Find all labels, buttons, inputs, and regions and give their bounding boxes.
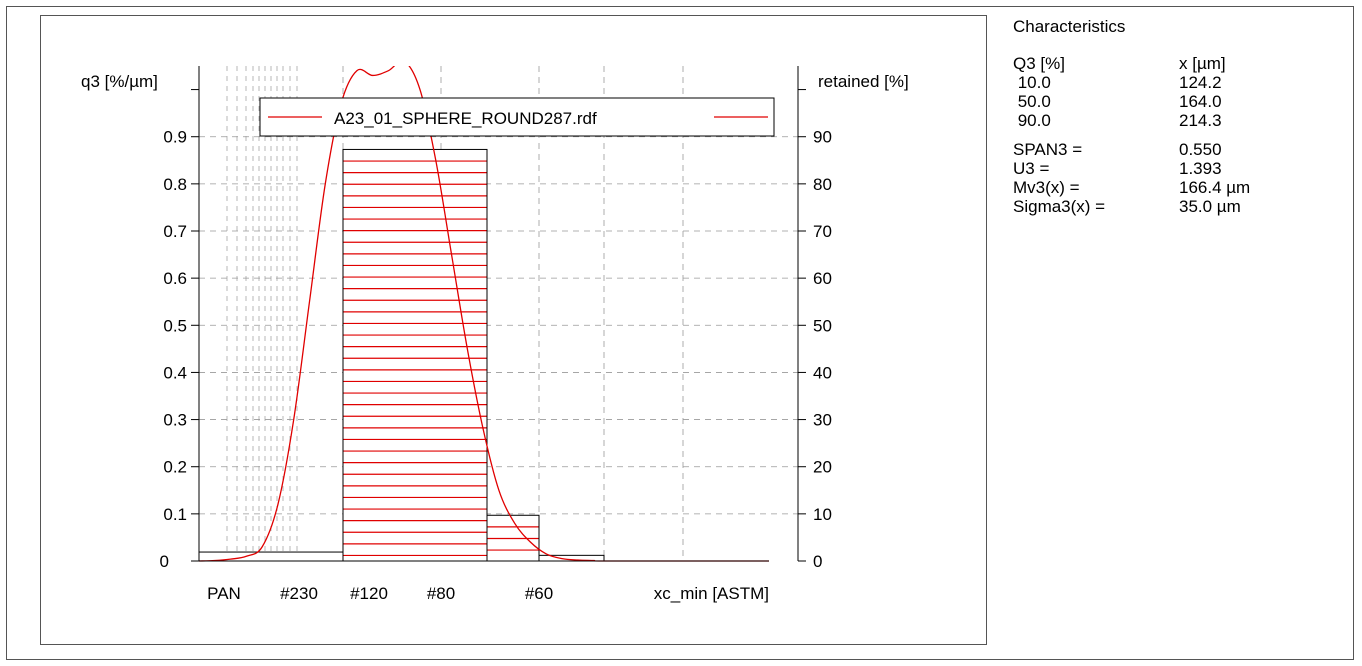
characteristics-header: Q3 [%] x [µm] <box>1013 54 1343 73</box>
chart-frame: 0 0.1 0.2 0.3 0.4 0.5 0.6 0.7 0.8 0.9 0 10 20 30 40 50 6… <box>40 15 987 645</box>
size-header: x [µm] <box>1179 54 1226 73</box>
stat-row: Sigma3(x) = 35.0 µm <box>1013 197 1343 216</box>
right-tick-label: 70 <box>813 222 832 241</box>
left-tick-label: 0.6 <box>163 269 187 288</box>
left-tick-label: 0.3 <box>163 411 187 430</box>
left-tick-label: 0.8 <box>163 175 187 194</box>
axes-layer: 0 0.1 0.2 0.3 0.4 0.5 0.6 0.7 0.8 0.9 0 10 20 30 40 50 6… <box>160 66 832 603</box>
stat-row: U3 = 1.393 <box>1013 159 1343 178</box>
left-tick-label: 0 <box>160 552 169 571</box>
x-tick-label: #230 <box>280 584 318 603</box>
stat-row: Mv3(x) = 166.4 µm <box>1013 178 1343 197</box>
retained-bar <box>342 148 488 562</box>
retained-bars <box>198 148 605 562</box>
right-tick-label: 40 <box>813 363 832 382</box>
quantile-value: 50.0 <box>1013 92 1051 111</box>
size-value: 164.0 <box>1179 92 1222 111</box>
right-tick-label: 30 <box>813 411 832 430</box>
left-tick-label: 0.7 <box>163 222 187 241</box>
quantile-row: 10.0 124.2 <box>1013 73 1343 92</box>
density-curve-layer <box>199 66 770 562</box>
right-tick-label: 10 <box>813 505 832 524</box>
stat-value: 0.550 <box>1179 140 1222 159</box>
right-tick-label: 60 <box>813 269 832 288</box>
x-tick-label: #60 <box>525 584 553 603</box>
quantile-value: 90.0 <box>1013 111 1051 130</box>
retained-bar <box>486 514 540 562</box>
legend-label: A23_01_SPHERE_ROUND287.rdf <box>334 109 597 128</box>
stat-value: 1.393 <box>1179 159 1222 178</box>
right-tick-label: 20 <box>813 458 832 477</box>
quantile-row: 90.0 214.3 <box>1013 111 1343 130</box>
x-tick-label: #80 <box>427 584 455 603</box>
right-tick-label: 90 <box>813 128 832 147</box>
stat-label: U3 = <box>1013 159 1050 178</box>
outer-frame <box>6 6 1354 660</box>
characteristics-title: Characteristics <box>1013 17 1126 36</box>
bar-fill <box>199 552 343 561</box>
left-tick-label: 0.4 <box>163 363 187 382</box>
stat-value: 166.4 µm <box>1179 178 1251 197</box>
chart-svg: 0 0.1 0.2 0.3 0.4 0.5 0.6 0.7 0.8 0.9 0 10 20 30 40 50 6… <box>81 66 909 603</box>
stat-row: SPAN3 = 0.550 <box>1013 140 1343 159</box>
left-tick-label: 0.5 <box>163 316 187 335</box>
stat-label: Sigma3(x) = <box>1013 197 1106 216</box>
x-tick-label: #120 <box>350 584 388 603</box>
right-axis-title: retained [%] <box>818 72 909 91</box>
x-axis-title: xc_min [ASTM] <box>654 584 769 603</box>
left-tick-label: 0.1 <box>163 505 187 524</box>
left-axis-title: q3 [%/µm] <box>81 72 158 91</box>
grid-layer <box>199 66 798 561</box>
quantile-value: 10.0 <box>1013 73 1051 92</box>
size-value: 214.3 <box>1179 111 1222 130</box>
right-tick-label: 50 <box>813 316 832 335</box>
legend-box <box>259 97 775 137</box>
size-value: 124.2 <box>1179 73 1222 92</box>
bar-fill <box>539 555 604 561</box>
left-tick-label: 0.9 <box>163 128 187 147</box>
characteristics-panel: Characteristics Q3 [%] x [µm] 10.0 124.2… <box>1013 17 1343 216</box>
stat-label: Mv3(x) = <box>1013 178 1080 197</box>
bar-fill <box>343 149 487 561</box>
legend: A23_01_SPHERE_ROUND287.rdf <box>259 97 775 137</box>
density-curve <box>199 66 770 562</box>
right-tick-label: 80 <box>813 175 832 194</box>
quantile-row: 50.0 164.0 <box>1013 92 1343 111</box>
right-tick-label: 0 <box>813 552 822 571</box>
left-tick-label: 0.2 <box>163 458 187 477</box>
stat-value: 35.0 µm <box>1179 197 1241 216</box>
x-tick-label: PAN <box>207 584 241 603</box>
stat-label: SPAN3 = <box>1013 140 1083 159</box>
quantile-header: Q3 [%] <box>1013 54 1065 73</box>
